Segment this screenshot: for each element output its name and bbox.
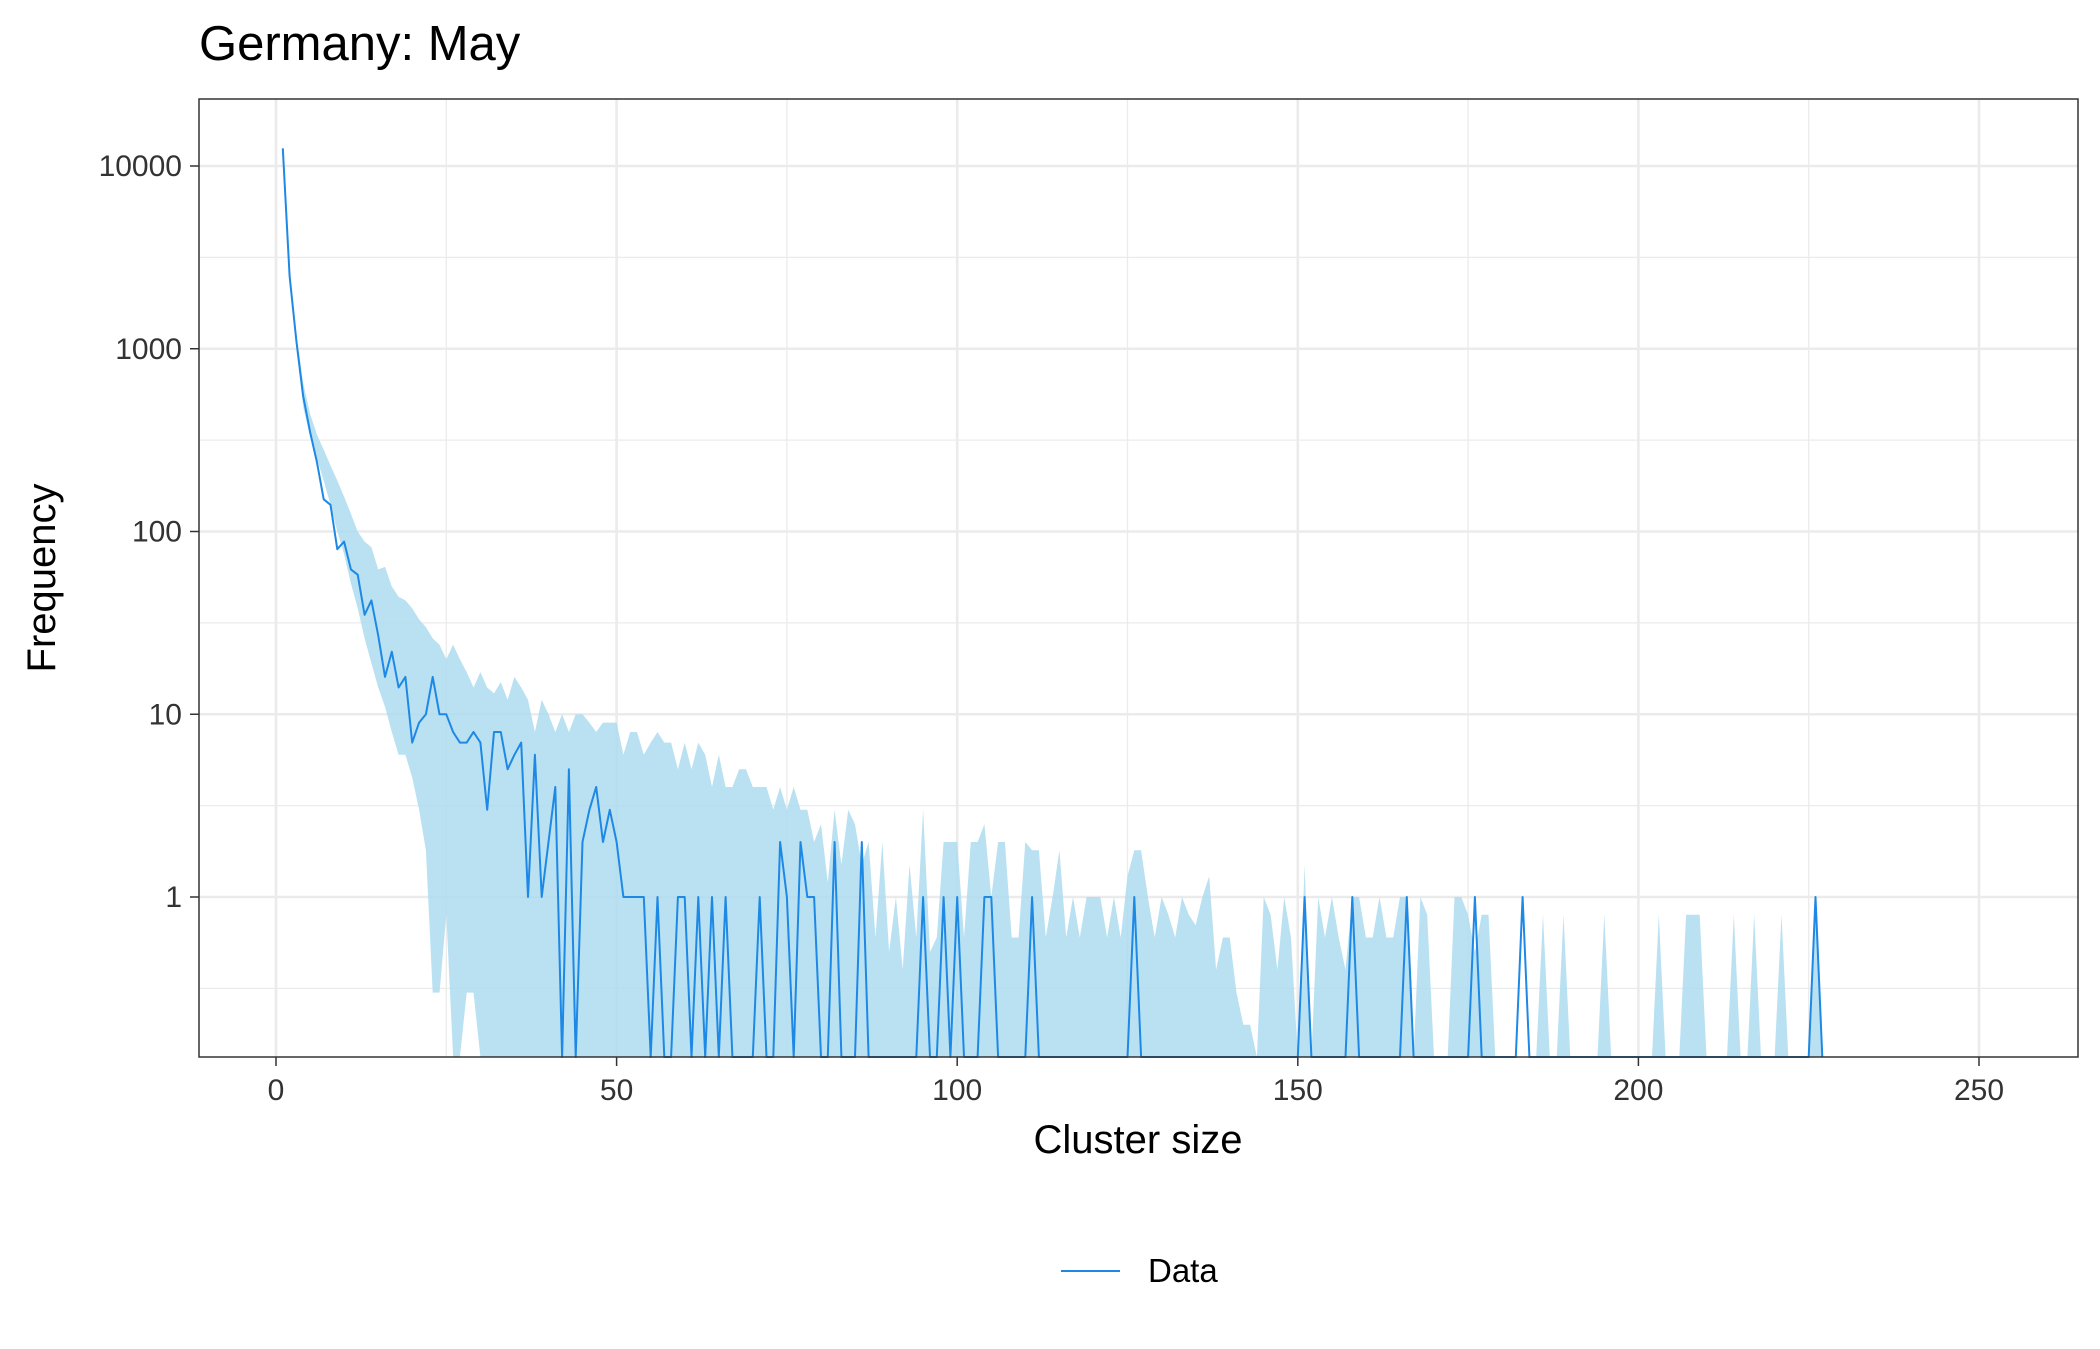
x-tick-label: 250: [1954, 1074, 2004, 1107]
x-tick-label: 50: [600, 1074, 633, 1107]
x-tick-label: 200: [1613, 1074, 1663, 1107]
chart-title: Germany: May: [199, 17, 521, 71]
y-tick-label: 1000: [115, 333, 182, 366]
legend: Data: [1061, 1252, 1218, 1289]
y-tick-label: 100: [132, 516, 182, 549]
y-tick-label: 1: [165, 881, 182, 914]
x-tick-label: 0: [268, 1074, 285, 1107]
y-tick-label: 10000: [99, 150, 182, 183]
x-axis: 0 50 100 150 200 250: [268, 1057, 2004, 1107]
panel-border: [198, 98, 2079, 1058]
legend-label-data: Data: [1148, 1252, 1218, 1289]
x-tick-label: 150: [1273, 1074, 1323, 1107]
y-tick-label: 10: [149, 698, 182, 731]
y-axis-title: Frequency: [20, 484, 64, 673]
plot-panel: [198, 98, 2079, 1058]
confidence-band: [282, 148, 1823, 1058]
confidence-band-layer: [282, 148, 1823, 1058]
y-axis: 1 10 100 1000 10000: [99, 150, 199, 914]
x-tick-label: 100: [932, 1074, 982, 1107]
x-axis-title: Cluster size: [1034, 1118, 1243, 1162]
